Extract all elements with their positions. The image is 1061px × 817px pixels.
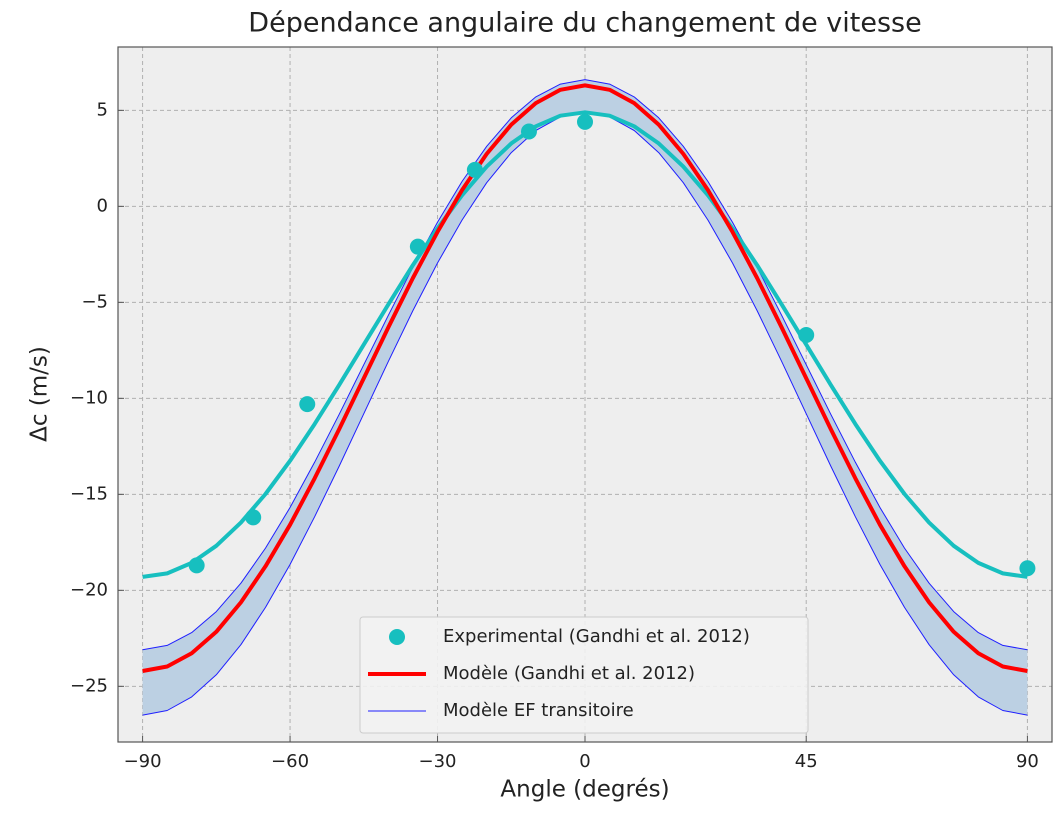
x-tick-label: 90 bbox=[1016, 751, 1039, 772]
legend-label: Experimental (Gandhi et al. 2012) bbox=[443, 626, 750, 647]
y-tick-label: 0 bbox=[97, 195, 108, 216]
marks bbox=[142, 79, 1036, 716]
y-tick-label: −15 bbox=[70, 483, 108, 504]
point bbox=[577, 113, 593, 130]
x-axis-label: Angle (degrés) bbox=[500, 777, 669, 803]
point bbox=[798, 326, 815, 343]
point bbox=[409, 238, 426, 255]
line bbox=[142, 110, 1028, 579]
point bbox=[520, 123, 537, 140]
y-tick-label: −20 bbox=[70, 579, 108, 600]
y-tick-label: 5 bbox=[97, 99, 108, 120]
y-tick-label: −10 bbox=[70, 387, 108, 408]
x-tick-label: −90 bbox=[124, 751, 162, 772]
legend: Experimental (Gandhi et al. 2012) Modèle … bbox=[359, 616, 809, 734]
point bbox=[245, 509, 262, 526]
point bbox=[1019, 560, 1036, 577]
y-axis-label: Δc (m/s) bbox=[27, 346, 53, 442]
x-tick-label: −30 bbox=[419, 751, 457, 772]
x-tick-label: 0 bbox=[579, 751, 590, 772]
legend-label: Modèle (Gandhi et al. 2012) bbox=[443, 663, 695, 684]
band-upper-line bbox=[142, 79, 1028, 651]
y-tick-label: −5 bbox=[81, 291, 108, 312]
x-tick-label: 45 bbox=[795, 751, 818, 772]
grid bbox=[118, 47, 1052, 742]
point bbox=[188, 557, 205, 574]
legend-label: Modèle EF transitoire bbox=[443, 700, 634, 721]
plot-frame bbox=[117, 46, 1053, 743]
point bbox=[466, 161, 483, 178]
line bbox=[142, 83, 1028, 673]
chart-title: Dépendance angulaire du changement de vi… bbox=[248, 8, 921, 39]
point bbox=[299, 396, 316, 413]
legend-marker bbox=[389, 629, 405, 645]
y-tick-label: −25 bbox=[70, 675, 108, 696]
legend-box bbox=[359, 616, 809, 734]
x-tick-label: −60 bbox=[271, 751, 309, 772]
band-fill bbox=[142, 79, 1028, 716]
